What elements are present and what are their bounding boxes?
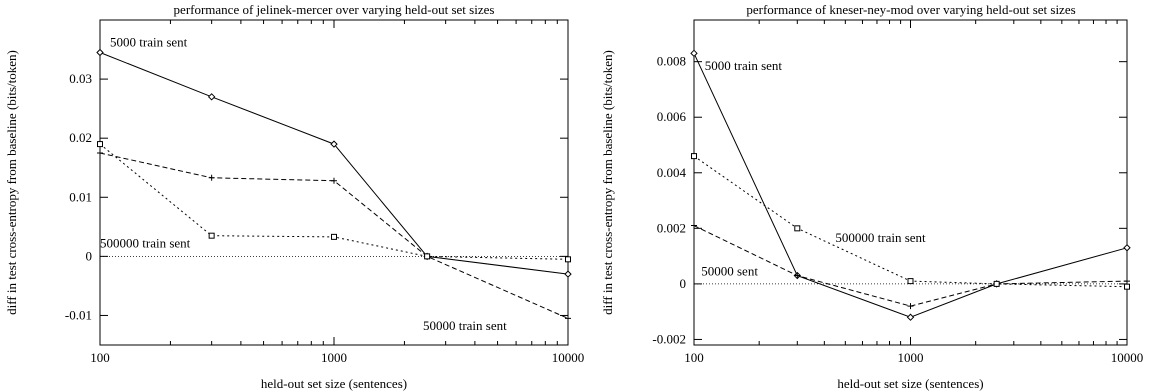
data-point-plus — [331, 177, 337, 184]
data-point-plus — [907, 303, 914, 310]
series-annotation: 5000 train sent — [705, 58, 783, 73]
series-line-square — [693, 155, 1128, 288]
series-annotation: 500000 train sent — [835, 230, 926, 245]
y-tick-label: -0.01 — [65, 307, 92, 322]
y-tick-label: 0.01 — [69, 189, 92, 204]
y-axis-label: diff in test cross-entropy from baseline… — [600, 50, 615, 315]
data-point-square — [208, 232, 215, 239]
y-tick-label: 0 — [86, 248, 93, 263]
series-annotation: 5000 train sent — [110, 35, 188, 50]
x-tick-label: 1000 — [321, 350, 347, 365]
y-tick-label: 0.02 — [69, 130, 92, 145]
y-tick-label: -0.002 — [652, 331, 686, 346]
series-annotation: 50000 sent — [701, 264, 758, 279]
data-point-plus — [208, 174, 215, 181]
data-point-square — [97, 141, 103, 148]
data-point-square — [691, 153, 697, 160]
y-tick-label: 0.006 — [657, 109, 687, 124]
y-tick-label: 0.002 — [657, 220, 686, 235]
x-axis-label: held-out set size (sentences) — [261, 376, 407, 391]
x-tick-label: 10000 — [1111, 350, 1144, 365]
data-point-diamond — [330, 140, 338, 148]
chart-title: performance of jelinek-mercer over varyi… — [174, 2, 495, 17]
series-line-diamond — [693, 53, 1128, 318]
data-point-diamond — [1123, 244, 1131, 252]
data-point-square — [907, 278, 914, 285]
data-point-diamond — [564, 270, 572, 278]
series-annotation: 500000 train sent — [100, 236, 191, 251]
data-point-diamond — [96, 48, 104, 57]
x-tick-label: 1000 — [898, 350, 924, 365]
data-point-square — [424, 253, 431, 260]
y-tick-label: 0.004 — [657, 165, 687, 180]
data-point-plus — [97, 149, 103, 156]
data-point-plus — [1124, 278, 1130, 285]
data-point-diamond — [906, 313, 915, 321]
data-point-plus — [691, 222, 697, 229]
data-point-square — [565, 256, 571, 263]
data-point-square — [794, 225, 801, 232]
y-tick-label: 0.008 — [657, 54, 686, 69]
x-tick-label: 100 — [90, 350, 110, 365]
data-point-square — [1124, 283, 1130, 290]
chart-panel-1: performance of jelinek-mercer over varyi… — [4, 2, 584, 391]
series-annotation: 50000 train sent — [423, 318, 507, 333]
x-axis-label: held-out set size (sentences) — [837, 376, 983, 391]
y-axis-label: diff in test cross-entropy from baseline… — [4, 50, 19, 315]
chart-panel-2: performance of kneser-ney-mod over varyi… — [600, 2, 1143, 391]
x-tick-label: 100 — [684, 350, 704, 365]
data-point-square — [993, 280, 1000, 287]
data-point-diamond — [207, 93, 216, 101]
data-point-plus — [565, 315, 571, 322]
y-tick-label: 0.03 — [69, 71, 92, 86]
data-point-plus — [794, 272, 801, 279]
x-tick-label: 10000 — [552, 350, 585, 365]
y-tick-label: 0 — [680, 276, 687, 291]
data-point-diamond — [690, 49, 698, 58]
data-point-square — [331, 233, 337, 240]
chart-title: performance of kneser-ney-mod over varyi… — [746, 2, 1075, 17]
